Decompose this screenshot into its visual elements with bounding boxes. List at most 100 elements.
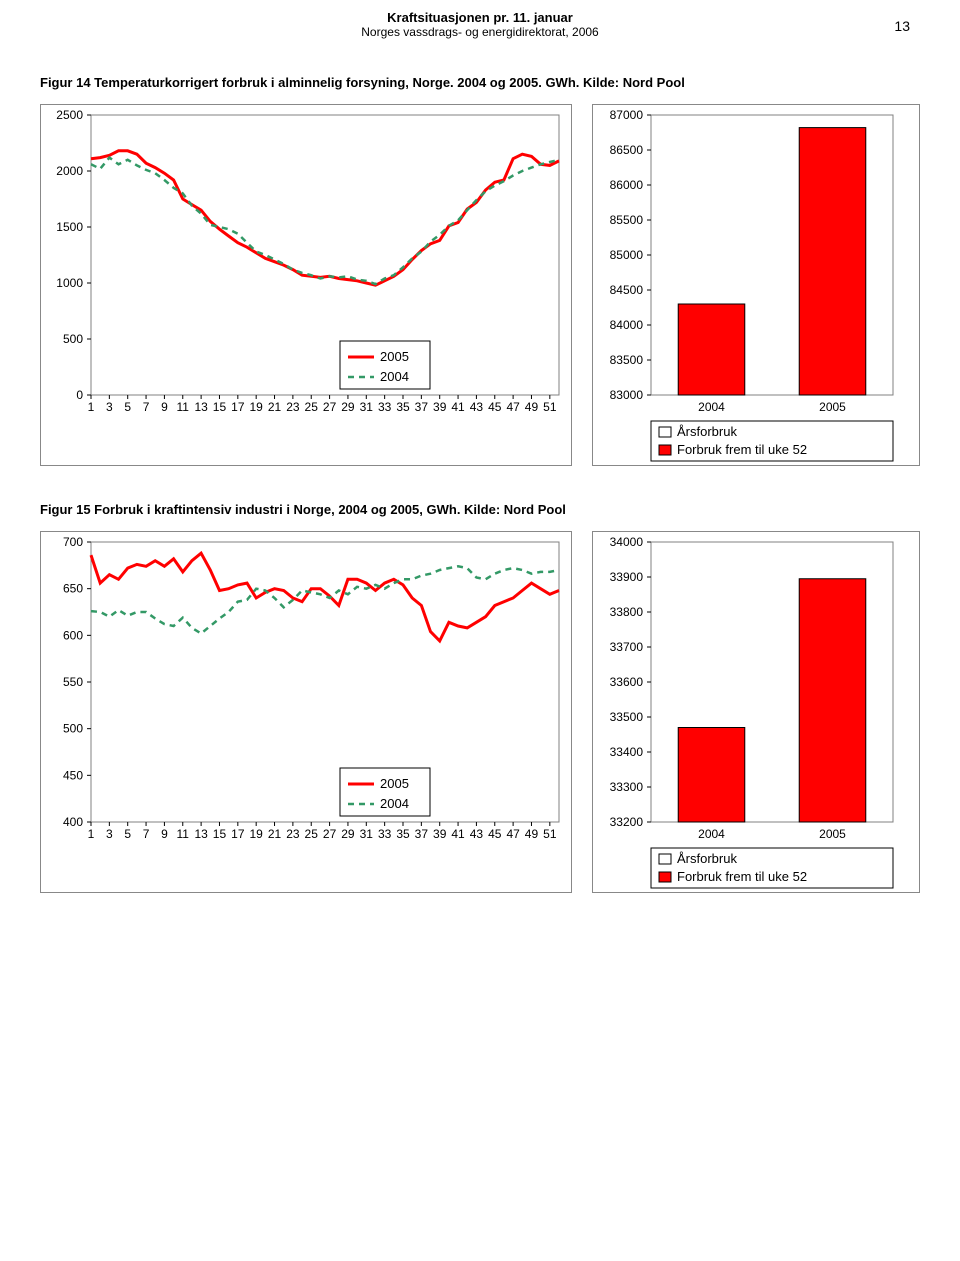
fig15-line-chart: 4004505005506006507001357911131517192123…: [40, 531, 572, 893]
svg-text:43: 43: [470, 827, 484, 841]
svg-text:21: 21: [268, 827, 282, 841]
svg-text:29: 29: [341, 400, 355, 414]
svg-text:41: 41: [451, 827, 465, 841]
svg-text:47: 47: [506, 827, 520, 841]
svg-text:23: 23: [286, 827, 300, 841]
svg-text:33400: 33400: [610, 745, 644, 759]
svg-text:2005: 2005: [819, 827, 846, 841]
header-subtitle: Norges vassdrags- og energidirektorat, 2…: [40, 25, 920, 39]
svg-text:87000: 87000: [610, 108, 644, 122]
svg-text:23: 23: [286, 400, 300, 414]
svg-text:31: 31: [360, 400, 374, 414]
svg-text:1500: 1500: [56, 220, 83, 234]
svg-text:1: 1: [88, 827, 95, 841]
svg-text:Forbruk frem til uke 52: Forbruk frem til uke 52: [677, 442, 807, 457]
svg-text:2005: 2005: [380, 349, 409, 364]
svg-text:51: 51: [543, 400, 557, 414]
svg-text:33600: 33600: [610, 675, 644, 689]
svg-text:0: 0: [76, 388, 83, 402]
svg-text:39: 39: [433, 827, 447, 841]
svg-text:27: 27: [323, 400, 337, 414]
svg-text:9: 9: [161, 400, 168, 414]
svg-text:2005: 2005: [380, 776, 409, 791]
svg-text:33: 33: [378, 827, 392, 841]
svg-text:29: 29: [341, 827, 355, 841]
svg-text:35: 35: [396, 400, 410, 414]
svg-text:15: 15: [213, 827, 227, 841]
svg-text:2000: 2000: [56, 164, 83, 178]
svg-text:33300: 33300: [610, 780, 644, 794]
svg-text:550: 550: [63, 675, 83, 689]
svg-text:45: 45: [488, 400, 502, 414]
svg-text:34000: 34000: [610, 535, 644, 549]
svg-text:5: 5: [124, 400, 131, 414]
svg-text:33: 33: [378, 400, 392, 414]
svg-text:2004: 2004: [698, 827, 725, 841]
svg-text:35: 35: [396, 827, 410, 841]
svg-text:1: 1: [88, 400, 95, 414]
svg-text:5: 5: [124, 827, 131, 841]
header-title: Kraftsituasjonen pr. 11. januar: [40, 10, 920, 25]
svg-text:31: 31: [360, 827, 374, 841]
svg-text:2004: 2004: [380, 796, 409, 811]
svg-text:51: 51: [543, 827, 557, 841]
svg-text:3: 3: [106, 400, 113, 414]
svg-text:19: 19: [249, 827, 263, 841]
svg-text:15: 15: [213, 400, 227, 414]
svg-text:450: 450: [63, 768, 83, 782]
svg-text:400: 400: [63, 815, 83, 829]
svg-text:27: 27: [323, 827, 337, 841]
svg-text:2500: 2500: [56, 108, 83, 122]
svg-text:2004: 2004: [698, 400, 725, 414]
svg-text:33700: 33700: [610, 640, 644, 654]
svg-text:700: 700: [63, 535, 83, 549]
svg-text:37: 37: [415, 827, 429, 841]
svg-text:13: 13: [194, 400, 208, 414]
svg-text:2004: 2004: [380, 369, 409, 384]
svg-text:2005: 2005: [819, 400, 846, 414]
svg-text:7: 7: [143, 827, 150, 841]
svg-text:37: 37: [415, 400, 429, 414]
svg-text:19: 19: [249, 400, 263, 414]
svg-text:85500: 85500: [610, 213, 644, 227]
svg-text:17: 17: [231, 400, 245, 414]
svg-text:86000: 86000: [610, 178, 644, 192]
svg-text:84000: 84000: [610, 318, 644, 332]
svg-text:85000: 85000: [610, 248, 644, 262]
svg-text:33200: 33200: [610, 815, 644, 829]
svg-text:86500: 86500: [610, 143, 644, 157]
svg-text:25: 25: [305, 827, 319, 841]
svg-text:39: 39: [433, 400, 447, 414]
svg-text:84500: 84500: [610, 283, 644, 297]
svg-text:11: 11: [177, 827, 190, 841]
svg-text:600: 600: [63, 628, 83, 642]
page-number: 13: [894, 18, 910, 34]
svg-text:11: 11: [177, 400, 190, 414]
svg-text:21: 21: [268, 400, 282, 414]
figure14-title: Figur 14 Temperaturkorrigert forbruk i a…: [40, 75, 920, 90]
svg-text:33500: 33500: [610, 710, 644, 724]
svg-text:7: 7: [143, 400, 150, 414]
svg-text:25: 25: [305, 400, 319, 414]
svg-text:17: 17: [231, 827, 245, 841]
svg-text:Årsforbruk: Årsforbruk: [677, 851, 737, 866]
svg-text:500: 500: [63, 332, 83, 346]
fig15-bar-chart: 3320033300334003350033600337003380033900…: [592, 531, 920, 893]
svg-text:13: 13: [194, 827, 208, 841]
fig14-line-chart: 0500100015002000250013579111315171921232…: [40, 104, 572, 466]
svg-text:49: 49: [525, 400, 539, 414]
svg-text:Forbruk frem til uke 52: Forbruk frem til uke 52: [677, 869, 807, 884]
svg-text:3: 3: [106, 827, 113, 841]
svg-text:43: 43: [470, 400, 484, 414]
svg-text:49: 49: [525, 827, 539, 841]
svg-text:83500: 83500: [610, 353, 644, 367]
svg-text:45: 45: [488, 827, 502, 841]
svg-text:9: 9: [161, 827, 168, 841]
svg-text:47: 47: [506, 400, 520, 414]
fig14-bar-chart: 83000 83500 84000 84500 85000 85500 86000 86500…: [592, 104, 920, 466]
svg-text:83000: 83000: [610, 388, 644, 402]
svg-text:500: 500: [63, 722, 83, 736]
svg-text:41: 41: [451, 400, 465, 414]
svg-text:650: 650: [63, 582, 83, 596]
svg-text:33900: 33900: [610, 570, 644, 584]
